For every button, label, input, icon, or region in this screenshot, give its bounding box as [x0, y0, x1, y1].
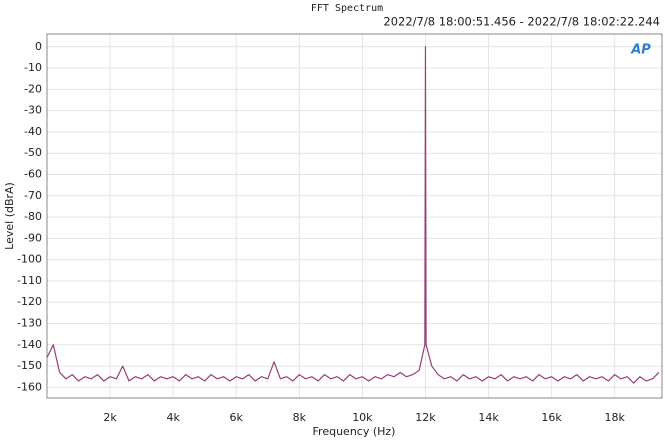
y-tick-label: -140 [17, 338, 42, 351]
x-tick-label: 2k [103, 411, 117, 424]
y-tick-label: -160 [17, 380, 42, 393]
x-tick-label: 4k [166, 411, 180, 424]
y-tick-label: -70 [24, 189, 42, 202]
y-tick-label: -120 [17, 295, 42, 308]
y-tick-label: -10 [24, 61, 42, 74]
y-tick-label: -100 [17, 253, 42, 266]
y-tick-label: -60 [24, 167, 42, 180]
x-tick-label: 18k [605, 411, 626, 424]
x-tick-label: 10k [352, 411, 373, 424]
y-tick-label: -150 [17, 359, 42, 372]
x-tick-label: 16k [541, 411, 562, 424]
logo: AP [630, 43, 651, 58]
y-tick-label: -90 [24, 231, 42, 244]
plot-frame [46, 33, 663, 399]
spectrum-line [46, 46, 660, 384]
y-tick-label: -40 [24, 125, 42, 138]
y-tick-label: -50 [24, 146, 42, 159]
x-tick-label: 14k [478, 411, 499, 424]
x-tick-label: 8k [293, 411, 307, 424]
timestamp: 2022/7/8 18:00:51.456 - 2022/7/8 18:02:2… [383, 15, 660, 29]
y-tick-label: -20 [24, 82, 42, 95]
chart-title: FFT Spectrum [311, 3, 383, 14]
x-tick-label: 12k [415, 411, 436, 424]
y-tick-label: -80 [24, 210, 42, 223]
y-tick-label: -110 [17, 274, 42, 287]
x-axis-label: Frequency (Hz) [313, 425, 396, 438]
y-tick-label: 0 [35, 40, 42, 53]
x-tick-label: 6k [230, 411, 244, 424]
y-axis-label: Level (dBrA) [3, 182, 16, 250]
y-tick-label: -130 [17, 316, 42, 329]
y-tick-label: -30 [24, 104, 42, 117]
